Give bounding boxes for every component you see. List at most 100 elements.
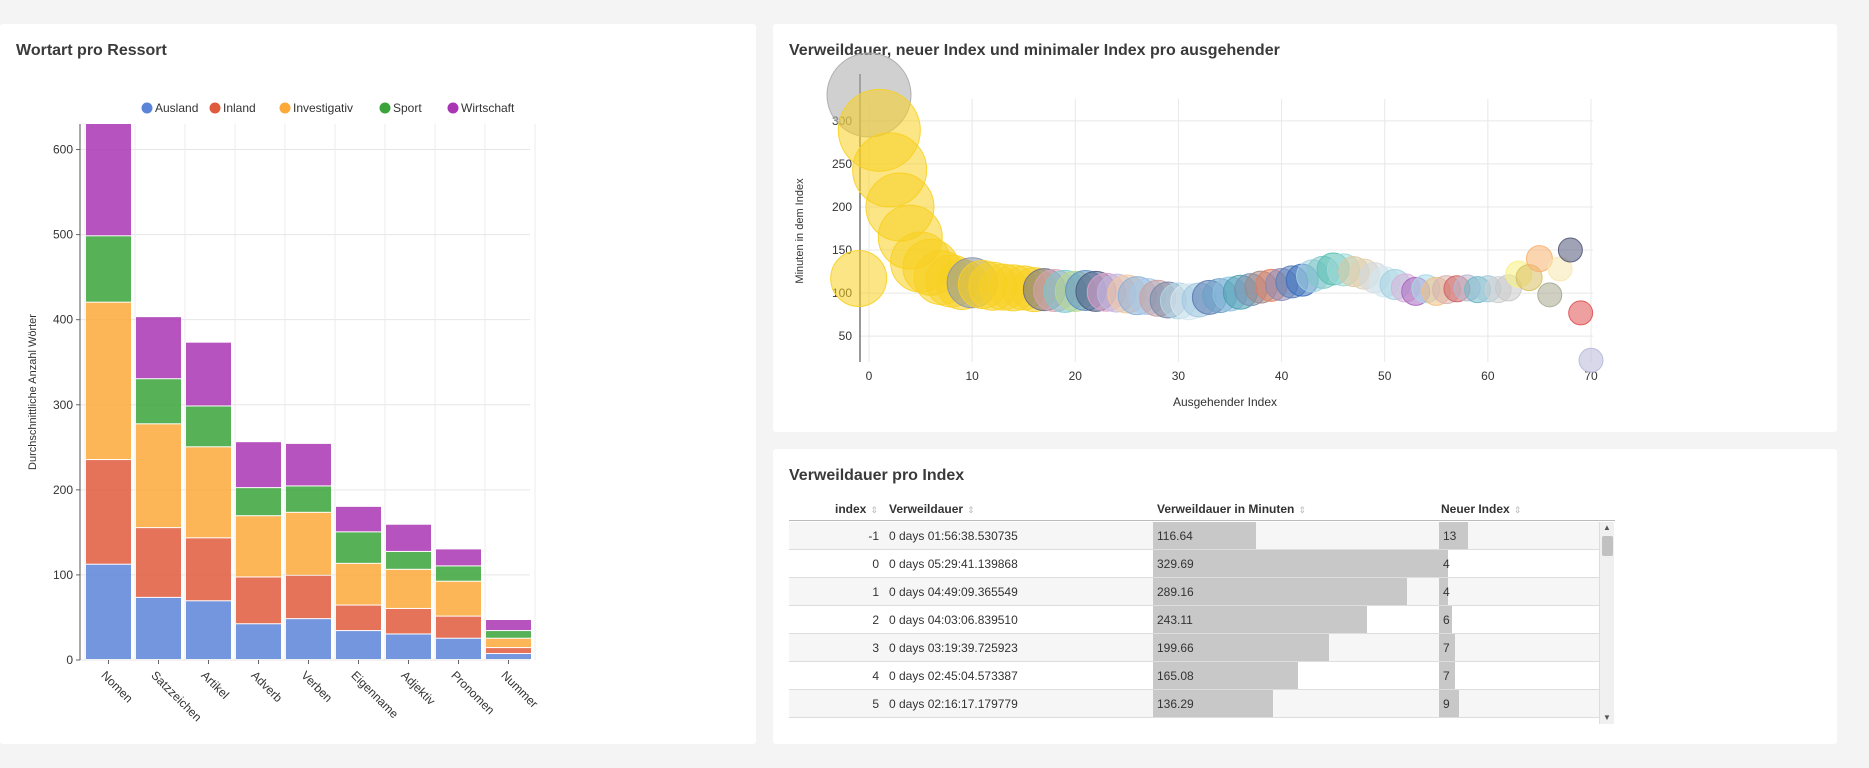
cell-minuten-bar [1153, 690, 1273, 717]
cell-index: 2 [872, 613, 879, 627]
scroll-thumb[interactable] [1602, 536, 1613, 556]
bar-adverb-investigativ[interactable] [236, 516, 281, 577]
bar-nummer-ausland[interactable] [486, 654, 531, 659]
x-tick-label: Eigenname [348, 668, 401, 721]
bar-nomen-ausland[interactable] [86, 564, 131, 659]
scroll-down-arrow-icon[interactable]: ▼ [1603, 713, 1611, 722]
cell-neuer-index: 4 [1443, 585, 1450, 599]
cell-neuer-index: 13 [1443, 529, 1457, 543]
bar-nummer-inland[interactable] [486, 648, 531, 654]
bubble-point[interactable] [1568, 300, 1594, 326]
header-verweildauer[interactable]: Verweildauer ⇕ [889, 502, 975, 516]
table-row[interactable]: 5 0 days 02:16:17.179779 136.29 9 [789, 690, 1599, 718]
cell-verweildauer: 0 days 03:19:39.725923 [889, 641, 1018, 655]
bar-satzzeichen-ausland[interactable] [136, 597, 181, 659]
bar-nomen-wirtschaft[interactable] [86, 124, 131, 236]
table-row[interactable]: 4 0 days 02:45:04.573387 165.08 7 [789, 662, 1599, 690]
bar-adjektiv-ausland[interactable] [386, 634, 431, 659]
bar-verben-inland[interactable] [286, 575, 331, 619]
cell-minuten: 243.11 [1157, 613, 1193, 627]
cell-verweildauer: 0 days 05:29:41.139868 [889, 557, 1018, 571]
bar-adjektiv-sport[interactable] [386, 551, 431, 569]
bar-eigenname-ausland[interactable] [336, 631, 381, 659]
bubble-point[interactable] [1537, 282, 1563, 308]
table-row[interactable]: 3 0 days 03:19:39.725923 199.66 7 [789, 634, 1599, 662]
cell-verweildauer: 0 days 04:49:09.365549 [889, 585, 1018, 599]
bar-pronomen-sport[interactable] [436, 566, 481, 581]
x-tick-label: Nummer [498, 668, 540, 710]
bubble-point[interactable] [830, 249, 888, 307]
header-minuten[interactable]: Verweildauer in Minuten ⇕ [1157, 502, 1306, 516]
bar-verben-ausland[interactable] [286, 619, 331, 659]
sort-icon[interactable]: ⇕ [1298, 505, 1306, 515]
y-axis-label: Minuten in dem Index [794, 178, 806, 284]
bubble-point[interactable] [1557, 237, 1583, 263]
table-row[interactable]: 2 0 days 04:03:06.839510 243.11 6 [789, 606, 1599, 634]
table-scrollbar[interactable]: ▲ ▼ [1599, 522, 1614, 724]
cell-minuten: 329.69 [1157, 557, 1194, 571]
cell-verweildauer: 0 days 01:56:38.530735 [889, 529, 1018, 543]
bar-satzzeichen-investigativ[interactable] [136, 424, 181, 528]
bar-adjektiv-inland[interactable] [386, 608, 431, 634]
bar-nomen-investigativ[interactable] [86, 302, 131, 460]
bar-nummer-sport[interactable] [486, 631, 531, 638]
bar-adjektiv-wirtschaft[interactable] [386, 524, 431, 551]
bar-pronomen-wirtschaft[interactable] [436, 549, 481, 566]
legend-item-sport[interactable]: Sport [379, 101, 423, 115]
y-tick-label: 50 [839, 329, 853, 343]
bar-artikel-investigativ[interactable] [186, 447, 231, 538]
bar-pronomen-inland[interactable] [436, 616, 481, 638]
legend-item-investigativ[interactable]: Investigativ [279, 101, 354, 115]
bar-adverb-wirtschaft[interactable] [236, 442, 281, 488]
bar-adverb-inland[interactable] [236, 577, 281, 624]
bar-adjektiv-investigativ[interactable] [386, 569, 431, 608]
header-neuer-index[interactable]: Neuer Index ⇕ [1441, 502, 1521, 516]
cell-neuer-index-bar [1439, 662, 1455, 689]
bar-adverb-sport[interactable] [236, 488, 281, 516]
bar-nummer-investigativ[interactable] [486, 638, 531, 648]
bar-verben-wirtschaft[interactable] [286, 443, 331, 486]
bar-artikel-inland[interactable] [186, 538, 231, 601]
x-tick-label: Adjektiv [398, 668, 438, 708]
bar-eigenname-inland[interactable] [336, 605, 381, 631]
cell-minuten-bar [1153, 606, 1367, 633]
bar-adverb-ausland[interactable] [236, 624, 281, 659]
sort-icon[interactable]: ⇕ [967, 505, 975, 515]
bar-pronomen-ausland[interactable] [436, 638, 481, 659]
sort-icon[interactable]: ⇕ [1513, 505, 1522, 515]
bar-nomen-sport[interactable] [86, 236, 131, 302]
cell-neuer-index-bar [1439, 690, 1459, 717]
y-tick-label: 200 [53, 483, 73, 497]
bar-eigenname-sport[interactable] [336, 532, 381, 563]
cell-index: 5 [872, 697, 879, 711]
bar-nummer-wirtschaft[interactable] [486, 620, 531, 631]
bar-satzzeichen-sport[interactable] [136, 379, 181, 424]
table-row[interactable]: 1 0 days 04:49:09.365549 289.16 4 [789, 578, 1599, 606]
bar-eigenname-wirtschaft[interactable] [336, 506, 381, 532]
table-row[interactable]: 0 0 days 05:29:41.139868 329.69 4 [789, 550, 1599, 578]
legend-item-wirtschaft[interactable]: Wirtschaft [447, 101, 516, 115]
header-index[interactable]: index ⇕ [835, 502, 878, 516]
bar-artikel-wirtschaft[interactable] [186, 342, 231, 406]
cell-index: -1 [868, 529, 879, 543]
bar-pronomen-investigativ[interactable] [436, 581, 481, 616]
x-tick-label: 10 [965, 369, 979, 383]
bubble-point[interactable] [1525, 245, 1553, 273]
bar-satzzeichen-wirtschaft[interactable] [136, 317, 181, 379]
scroll-up-arrow-icon[interactable]: ▲ [1603, 523, 1611, 532]
table-row[interactable]: -1 0 days 01:56:38.530735 116.64 13 [789, 522, 1599, 550]
bar-verben-sport[interactable] [286, 486, 331, 512]
legend-item-inland[interactable]: Inland [209, 101, 256, 115]
bar-verben-investigativ[interactable] [286, 512, 331, 575]
bar-satzzeichen-inland[interactable] [136, 528, 181, 597]
cell-neuer-index-bar [1439, 634, 1455, 661]
bar-artikel-ausland[interactable] [186, 601, 231, 659]
cell-minuten: 136.29 [1157, 697, 1194, 711]
bar-eigenname-investigativ[interactable] [336, 563, 381, 605]
x-tick-label: Satzzeichen [148, 668, 204, 724]
bubble-point[interactable] [1578, 347, 1604, 373]
legend-item-ausland[interactable]: Ausland [141, 101, 199, 115]
sort-icon[interactable]: ⇕ [870, 505, 878, 515]
bar-nomen-inland[interactable] [86, 460, 131, 564]
bar-artikel-sport[interactable] [186, 406, 231, 447]
